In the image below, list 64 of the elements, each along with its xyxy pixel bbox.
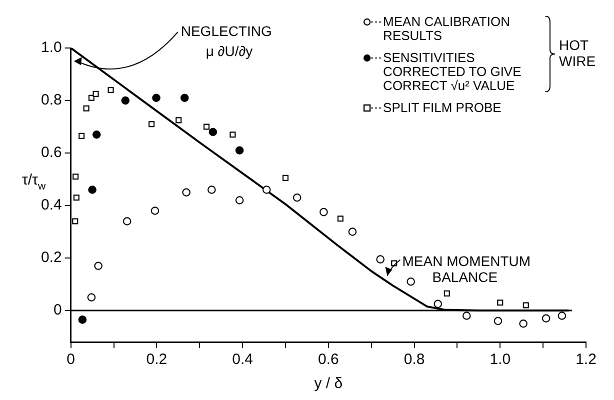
legend-label: SPLIT FILM PROBE <box>383 100 502 115</box>
x-tick-label: 0.4 <box>232 351 253 368</box>
point <box>434 300 442 308</box>
x-axis-title: y / δ <box>314 375 343 392</box>
point <box>558 312 566 320</box>
point <box>72 218 78 224</box>
y-tick-label: 1.0 <box>40 39 62 56</box>
point <box>208 186 216 194</box>
point <box>148 121 155 128</box>
point <box>235 146 244 155</box>
point <box>320 208 328 216</box>
point <box>88 94 94 101</box>
point <box>494 316 502 326</box>
point <box>150 206 160 215</box>
point <box>406 277 415 286</box>
point <box>203 124 210 130</box>
y-tick-label: 0.4 <box>40 196 62 214</box>
x-tick-label: 0.2 <box>146 351 168 368</box>
point <box>78 132 85 139</box>
annotation: NEGLECTING μ ∂U/∂y <box>180 23 272 59</box>
point <box>73 194 80 201</box>
point <box>376 255 385 264</box>
legend-label: MEAN CALIBRATION RESULTS <box>383 14 510 43</box>
y-tick-label: 0 <box>54 302 62 319</box>
point <box>152 94 160 102</box>
annotation: HOT WIRE <box>559 37 596 69</box>
point <box>108 86 114 94</box>
point <box>87 293 96 302</box>
point <box>122 217 132 226</box>
point <box>208 128 218 136</box>
x-tick-label: 1.2 <box>576 351 596 368</box>
point <box>292 193 302 202</box>
point <box>72 174 79 180</box>
legend-label: SENSITIVITIES CORRECTED TO GIVE CORRECT √u² VALUE <box>383 50 522 93</box>
x-tick-label: 1.0 <box>490 351 511 368</box>
y-tick-label: 0.6 <box>40 144 62 162</box>
point <box>262 186 271 194</box>
point <box>282 174 289 181</box>
point <box>78 316 87 324</box>
point <box>444 290 450 296</box>
legend-label: MEAN MOMENTUM BALANCE <box>402 252 531 285</box>
point <box>542 314 550 323</box>
x-tick-label: 0 <box>66 351 76 368</box>
y-tick-label: 0.2 <box>40 249 62 266</box>
point <box>348 228 357 236</box>
point <box>92 130 101 139</box>
point <box>83 105 90 112</box>
point <box>522 302 529 308</box>
point <box>497 300 504 306</box>
y-tick-label: 0.8 <box>40 92 62 109</box>
point <box>88 186 96 194</box>
point <box>235 196 244 204</box>
x-tick-label: 0.6 <box>318 351 339 368</box>
point <box>462 312 471 320</box>
point <box>519 319 528 328</box>
point <box>94 262 102 270</box>
point <box>121 96 130 105</box>
point <box>180 94 189 102</box>
point <box>182 188 190 197</box>
point <box>337 216 344 222</box>
point <box>92 90 99 97</box>
point <box>176 117 182 124</box>
point <box>230 132 236 138</box>
x-tick-label: 0.8 <box>404 351 425 368</box>
